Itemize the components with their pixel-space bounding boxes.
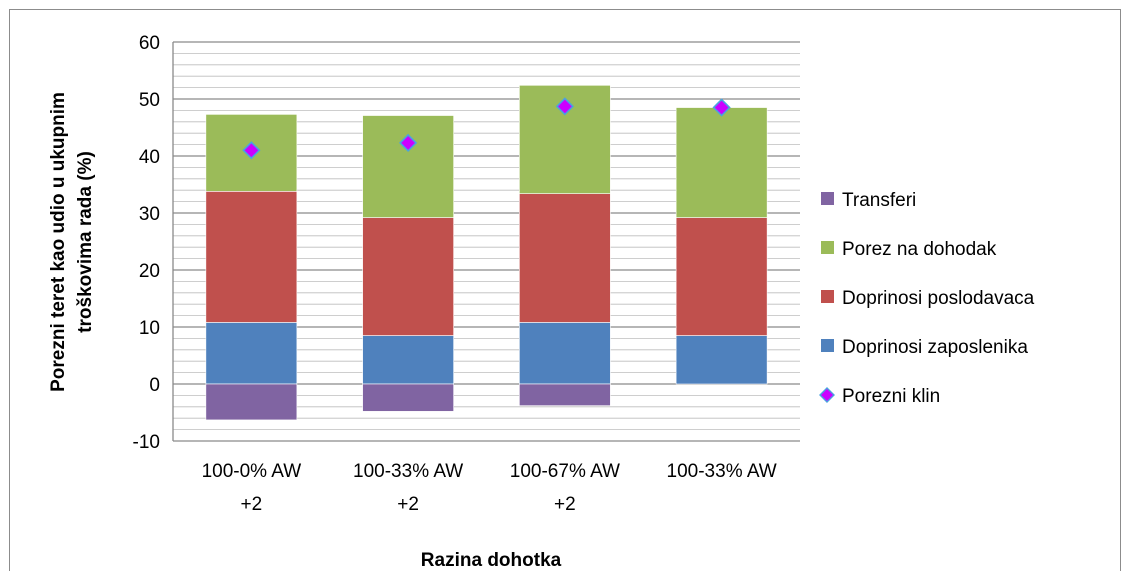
marker-porezni-klin [242, 141, 261, 160]
legend-swatch [821, 339, 834, 352]
legend-label: Doprinosi zaposlenika [842, 337, 1028, 358]
bars [205, 85, 768, 421]
bar-segment-porez-na-dohodak [362, 115, 454, 218]
x-tick-label: 100-0% AW [202, 461, 302, 482]
x-axis-title: Razina dohotka [421, 550, 562, 571]
chart-frame [9, 9, 1121, 571]
legend-label: Doprinosi poslodavaca [842, 288, 1035, 309]
y-axis-title: Porezni teret kao udio u ukupnim troškovi… [48, 92, 96, 392]
markers [242, 97, 731, 160]
legend: Transferi Porez na dohodak Doprinosi poslo… [819, 190, 1035, 407]
x-tick-label: +2 [554, 494, 576, 515]
x-tick-label: 100-33% AW [667, 461, 777, 482]
x-tick-labels: 100-0% AW +2 100-33% AW +2 100-67% AW +2 100-3… [202, 461, 777, 515]
legend-swatch [821, 192, 834, 205]
bar-segment-transferi [362, 383, 454, 412]
bar-segment-doprinosi-zaposlenika [205, 322, 298, 385]
x-tick-label: 100-67% AW [510, 461, 620, 482]
legend-label: Transferi [842, 190, 916, 211]
bar-segment-doprinosi-zaposlenika [519, 322, 611, 385]
bar-segment-transferi [205, 383, 298, 421]
y-tick-label: 50 [139, 90, 160, 111]
y-tick-label: 40 [139, 147, 160, 168]
y-tick-labels: -10 0 10 20 30 40 50 60 [133, 33, 160, 453]
bar-segment-transferi [519, 383, 611, 406]
x-tick-label: 100-33% AW [353, 461, 463, 482]
y-tick-label: 30 [139, 204, 160, 225]
bar-segment-porez-na-dohodak [675, 107, 768, 218]
bar-segment-doprinosi-poslodavaca [675, 217, 768, 336]
legend-marker [819, 387, 835, 403]
y-tick-label: 0 [149, 375, 160, 396]
marker-porezni-klin [398, 133, 418, 153]
y-tick-label: -10 [133, 432, 160, 453]
legend-label: Porezni klin [842, 386, 940, 407]
legend-swatch [821, 241, 834, 254]
y-tick-label: 20 [139, 261, 160, 282]
bar-segment-doprinosi-zaposlenika [362, 335, 454, 385]
x-tick-label: +2 [397, 494, 419, 515]
marker-porezni-klin [712, 98, 731, 117]
y-tick-label: 10 [139, 318, 160, 339]
bar-segment-doprinosi-zaposlenika [675, 335, 768, 385]
bar-segment-doprinosi-poslodavaca [519, 193, 611, 323]
bar-segment-doprinosi-poslodavaca [205, 191, 298, 323]
x-tick-label: +2 [241, 494, 263, 515]
legend-label: Porez na dohodak [842, 239, 997, 260]
y-tick-label: 60 [139, 33, 160, 54]
legend-swatch [821, 290, 834, 303]
marker-porezni-klin [555, 97, 575, 116]
bar-segment-doprinosi-poslodavaca [362, 217, 454, 336]
